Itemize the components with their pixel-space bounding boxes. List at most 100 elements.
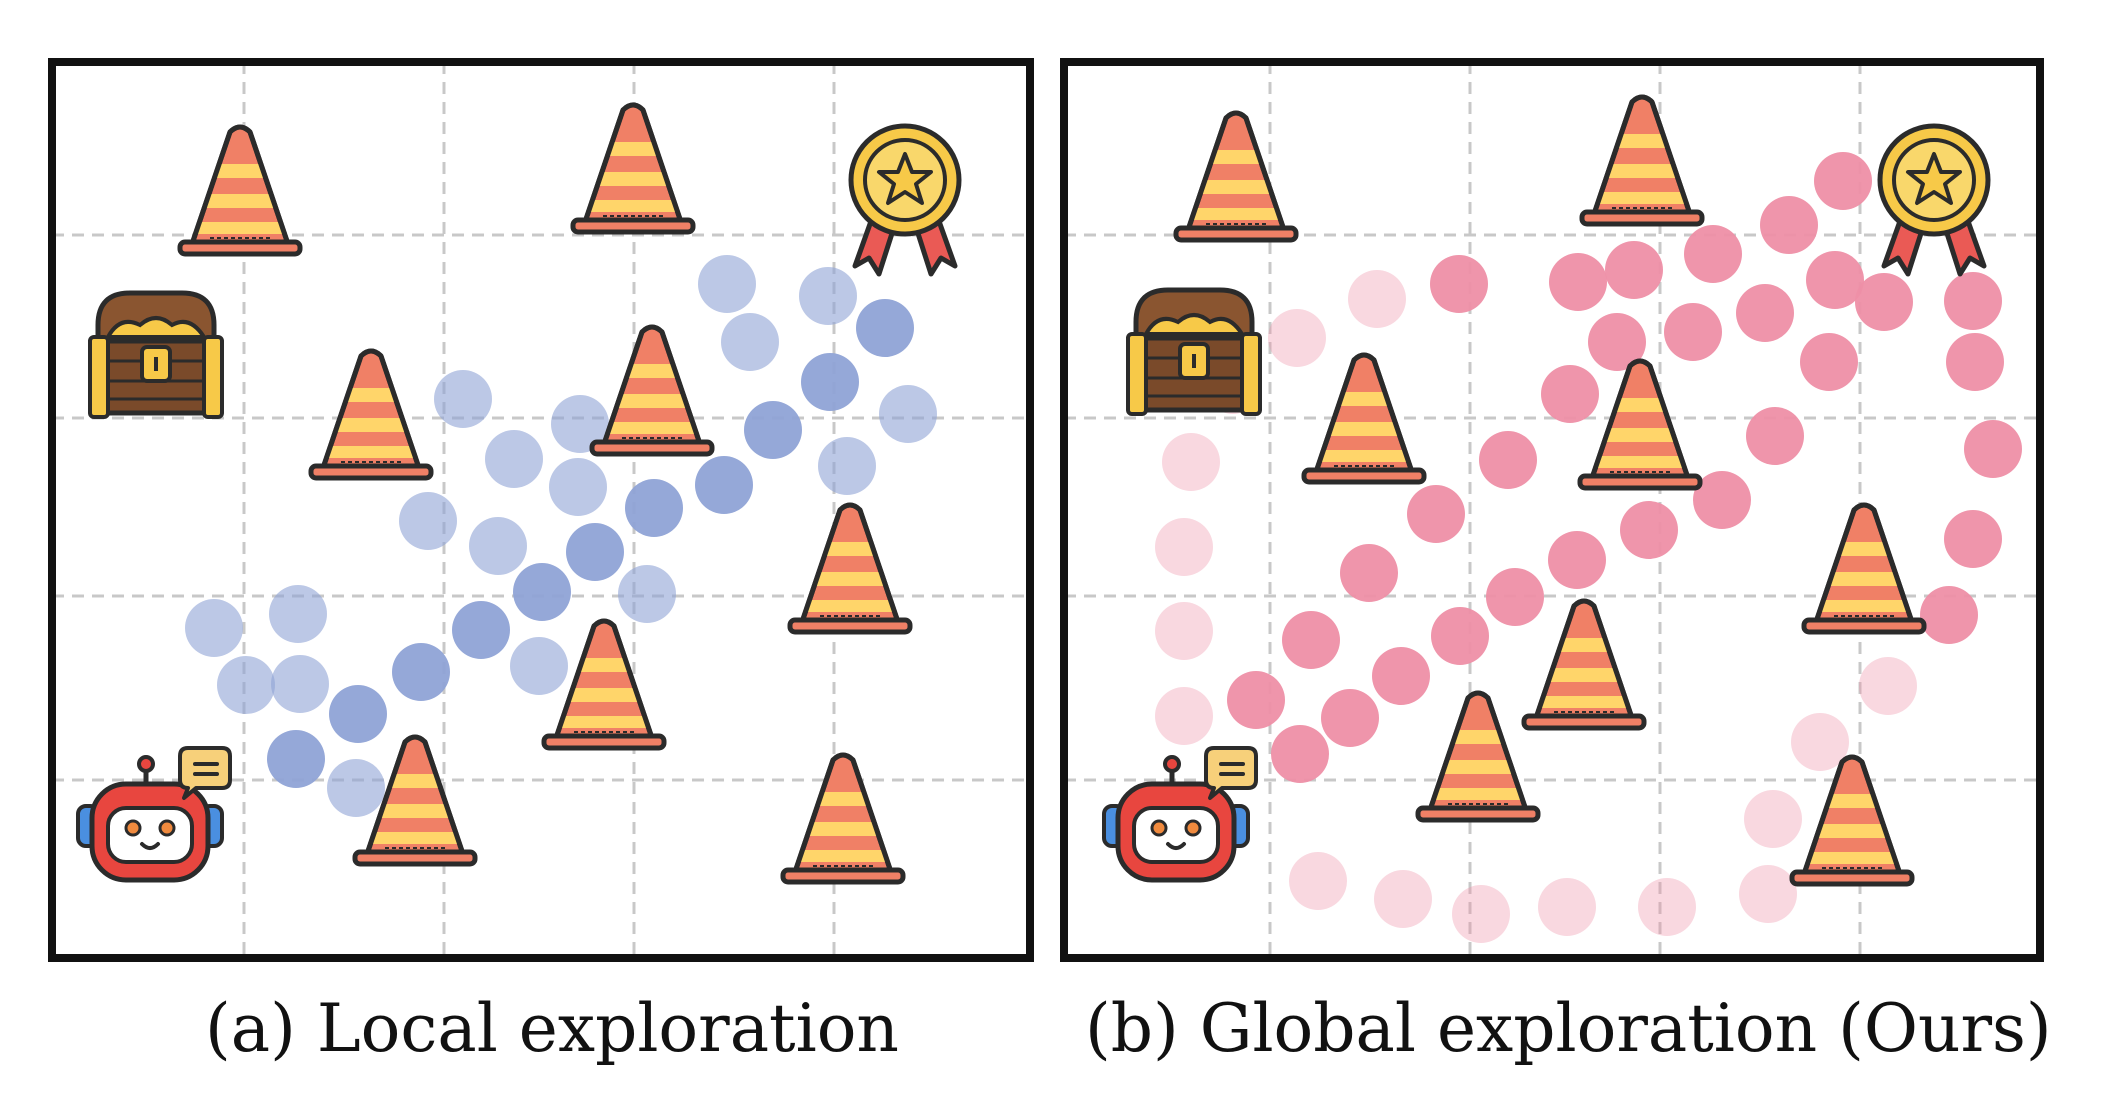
exploration-dot: [1374, 870, 1432, 928]
award-medal-icon: [1880, 126, 1988, 274]
exploration-dot: [1744, 790, 1802, 848]
exploration-dot: [399, 492, 457, 550]
exploration-dot: [510, 637, 568, 695]
exploration-dot: [551, 395, 609, 453]
exploration-dot: [1162, 433, 1220, 491]
exploration-dot: [1268, 309, 1326, 367]
exploration-dot: [1791, 713, 1849, 771]
exploration-dot: [217, 656, 275, 714]
exploration-dot: [469, 517, 527, 575]
traffic-cone-icon: [783, 755, 903, 882]
panel-frame-b: [1060, 58, 2044, 962]
exploration-dot: [625, 479, 683, 537]
exploration-dot: [1407, 485, 1465, 543]
exploration-dot: [1282, 611, 1340, 669]
exploration-dot: [1859, 657, 1917, 715]
exploration-dot: [1227, 671, 1285, 729]
exploration-dot: [1348, 270, 1406, 328]
award-medal-icon: [851, 126, 959, 274]
exploration-dot: [1289, 852, 1347, 910]
robot-icon: [1104, 748, 1256, 880]
exploration-dot: [721, 313, 779, 371]
traffic-cone-icon: [592, 327, 712, 454]
exploration-dot: [1760, 196, 1818, 254]
panel-b: [1060, 58, 2044, 962]
exploration-dot: [1549, 253, 1607, 311]
exploration-dot: [1855, 273, 1913, 331]
exploration-dot: [267, 730, 325, 788]
exploration-dot: [1372, 647, 1430, 705]
exploration-dot: [1814, 152, 1872, 210]
exploration-dot: [1739, 865, 1797, 923]
traffic-cone-icon: [1792, 757, 1912, 884]
exploration-dot: [1800, 333, 1858, 391]
exploration-dot: [1340, 544, 1398, 602]
exploration-dot: [1605, 241, 1663, 299]
exploration-dot: [695, 456, 753, 514]
traffic-cone-icon: [1524, 601, 1644, 728]
exploration-dot: [618, 565, 676, 623]
exploration-dot: [566, 523, 624, 581]
exploration-dot: [856, 299, 914, 357]
exploration-dot: [801, 353, 859, 411]
panel-a: [48, 58, 1034, 962]
exploration-dot: [1964, 420, 2022, 478]
exploration-dot: [1538, 878, 1596, 936]
robot-icon: [78, 748, 230, 880]
exploration-dot: [1920, 586, 1978, 644]
exploration-dot: [392, 643, 450, 701]
traffic-cone-icon: [180, 127, 300, 254]
exploration-dot: [1155, 518, 1213, 576]
exploration-dot: [327, 759, 385, 817]
exploration-dots-b: [1155, 152, 2022, 943]
traffic-cone-icon: [1418, 693, 1538, 820]
exploration-dot: [1946, 333, 2004, 391]
exploration-dot: [185, 599, 243, 657]
exploration-dot: [1486, 568, 1544, 626]
exploration-dot: [1155, 687, 1213, 745]
exploration-dot: [1430, 255, 1488, 313]
exploration-dot: [1541, 365, 1599, 423]
exploration-dot: [1736, 284, 1794, 342]
exploration-dot: [329, 685, 387, 743]
exploration-dots-a: [185, 255, 937, 817]
exploration-dot: [1806, 251, 1864, 309]
exploration-dot: [1431, 607, 1489, 665]
exploration-dot: [1693, 471, 1751, 529]
exploration-dot: [1944, 510, 2002, 568]
exploration-dot: [1620, 501, 1678, 559]
exploration-dot: [1684, 225, 1742, 283]
panel-frame-a: [48, 58, 1034, 962]
traffic-cone-icon: [790, 505, 910, 632]
exploration-dot: [744, 401, 802, 459]
traffic-cone-icon: [573, 105, 693, 232]
exploration-dot: [799, 267, 857, 325]
exploration-dot: [485, 430, 543, 488]
traffic-cone-icon: [1176, 113, 1296, 240]
traffic-cone-icon: [1804, 505, 1924, 632]
exploration-dot: [452, 601, 510, 659]
caption-global-exploration: (b) Global exploration (Ours): [1085, 990, 2052, 1067]
exploration-dot: [269, 585, 327, 643]
exploration-dot: [698, 255, 756, 313]
traffic-cone-icon: [544, 621, 664, 748]
traffic-cone-icon: [1582, 97, 1702, 224]
exploration-dot: [879, 385, 937, 443]
treasure-chest-icon: [1128, 290, 1260, 414]
exploration-dot: [1588, 313, 1646, 371]
treasure-chest-icon: [90, 293, 222, 417]
exploration-dot: [818, 437, 876, 495]
exploration-dot: [1479, 431, 1537, 489]
exploration-dot: [1638, 878, 1696, 936]
exploration-dot: [1452, 885, 1510, 943]
exploration-dot: [1944, 272, 2002, 330]
exploration-dot: [271, 655, 329, 713]
exploration-dot: [1746, 407, 1804, 465]
exploration-dot: [513, 563, 571, 621]
exploration-dot: [549, 458, 607, 516]
exploration-dot: [1271, 725, 1329, 783]
traffic-cone-icon: [311, 351, 431, 478]
caption-local-exploration: (a) Local exploration: [205, 990, 899, 1067]
exploration-dot: [1155, 602, 1213, 660]
